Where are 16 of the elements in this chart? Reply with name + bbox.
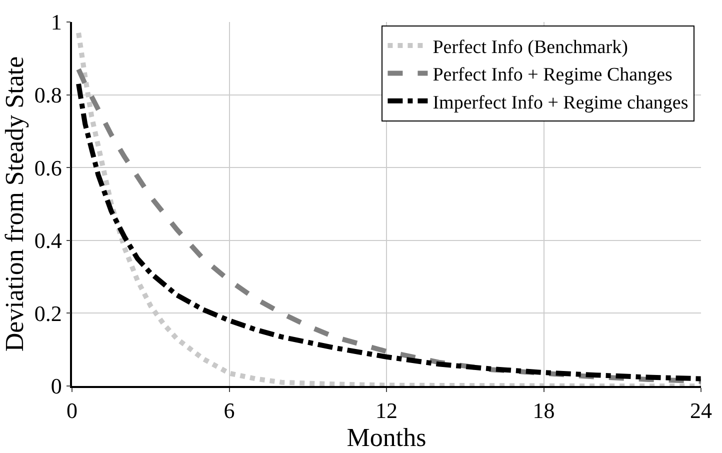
y-tick-label: 0.2	[34, 300, 62, 326]
y-tick-label: 0.8	[34, 82, 62, 108]
y-tick-label: 0.4	[34, 228, 62, 254]
x-tick-label: 24	[690, 398, 712, 424]
legend-label: Imperfect Info + Regime changes	[432, 92, 688, 114]
x-tick-label: 12	[376, 398, 398, 424]
y-axis-title: Deviation from Steady State	[0, 56, 29, 352]
y-tick-label: 0.6	[34, 155, 62, 180]
x-axis-title: Months	[346, 423, 426, 452]
y-tick-label: 1	[50, 10, 62, 35]
legend-label: Perfect Info (Benchmark)	[432, 36, 628, 58]
x-tick-label: 18	[532, 398, 555, 424]
x-tick-label: 0	[66, 398, 78, 424]
x-tick-label: 6	[224, 398, 235, 424]
legend-label: Perfect Info + Regime Changes	[432, 64, 672, 86]
y-tick-label: 0	[50, 374, 62, 399]
